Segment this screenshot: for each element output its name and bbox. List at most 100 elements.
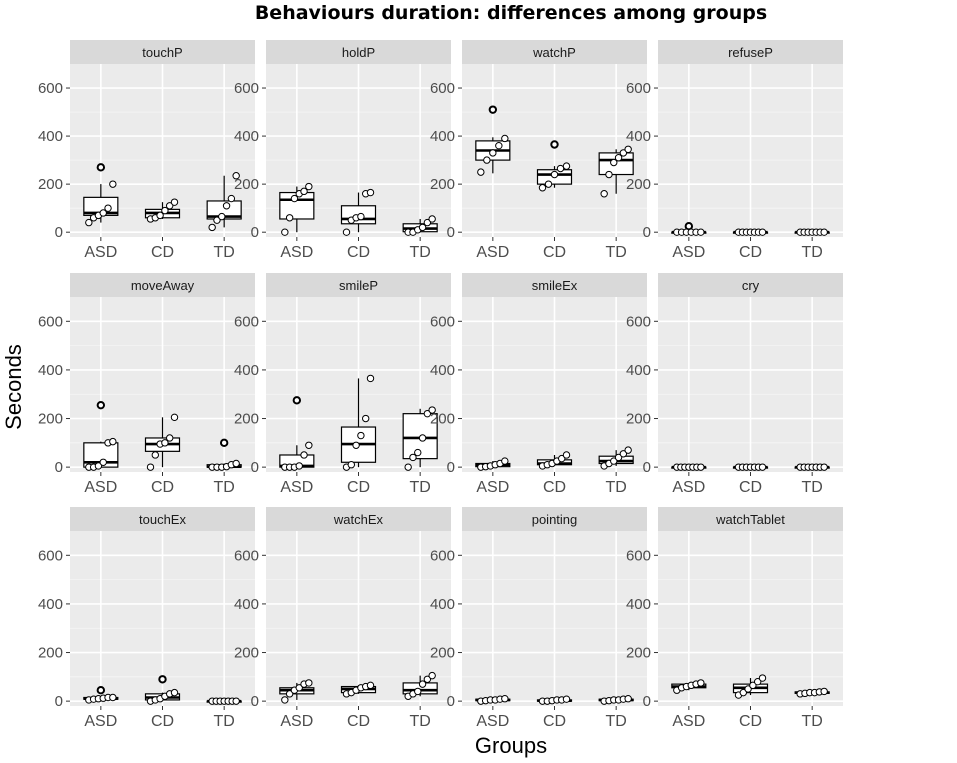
data-point — [614, 453, 623, 462]
x-tick-label: TD — [410, 244, 431, 261]
data-point — [227, 194, 236, 203]
outlier-point — [550, 140, 559, 149]
y-tick-label: 400 — [430, 596, 455, 613]
data-point — [305, 182, 313, 191]
y-tick-label: 400 — [38, 128, 63, 145]
facet-panel-smileP: smileP 0 200 400 600 ASD CD TD — [234, 273, 451, 496]
data-point — [556, 164, 565, 173]
y-tick-label: 400 — [38, 362, 63, 379]
data-point — [285, 214, 294, 222]
data-point — [222, 202, 231, 210]
y-tick-label: 400 — [234, 362, 259, 379]
data-point — [624, 446, 632, 454]
x-tick-label: CD — [739, 479, 762, 496]
data-point — [305, 441, 313, 449]
x-tick-label: TD — [802, 713, 823, 730]
x-tick-label: ASD — [672, 713, 705, 730]
facet-panel-watchEx: watchEx 0 200 400 600 ASD CD TD — [234, 507, 451, 730]
facet-strip-label: pointing — [532, 512, 578, 527]
boxplot-CD — [340, 681, 377, 698]
facet-strip-label: touchP — [142, 45, 182, 60]
x-tick-label: CD — [739, 244, 762, 261]
x-tick-label: TD — [606, 244, 627, 261]
facet-strip-label: holdP — [342, 45, 375, 60]
data-point — [104, 204, 112, 212]
y-tick-label: 600 — [430, 80, 455, 97]
facet-strip-label: refuseP — [728, 45, 773, 60]
data-point — [218, 212, 226, 221]
data-point — [550, 170, 559, 179]
y-tick-label: 600 — [38, 80, 63, 97]
facet-panel-cry: cry 0 200 400 600 ASD CD TD — [626, 273, 843, 496]
boxplot-ASD — [83, 686, 119, 704]
y-tick-label: 400 — [234, 596, 259, 613]
data-point — [352, 441, 360, 449]
x-tick-label: CD — [543, 713, 566, 730]
boxplot-ASD — [671, 463, 707, 471]
y-tick-label: 200 — [38, 645, 63, 662]
x-tick-label: CD — [347, 244, 370, 261]
data-point — [600, 190, 608, 198]
data-point — [357, 212, 365, 221]
x-tick-label: ASD — [476, 244, 509, 261]
y-tick-label: 400 — [430, 362, 455, 379]
y-tick-label: 200 — [430, 411, 455, 428]
data-point — [300, 451, 308, 459]
data-point — [146, 463, 155, 471]
x-tick-label: ASD — [672, 479, 705, 496]
data-point — [624, 695, 632, 703]
y-tick-label: 0 — [643, 693, 651, 710]
y-tick-label: 200 — [234, 176, 259, 193]
data-point — [208, 223, 216, 232]
data-point — [428, 406, 436, 414]
data-point — [166, 434, 174, 442]
x-tick-label: CD — [151, 479, 174, 496]
y-tick-label: 0 — [643, 224, 651, 241]
data-point — [170, 413, 179, 422]
facet-panel-watchTablet: watchTablet 0 200 400 600 ASD CD TD — [626, 507, 843, 730]
boxplot-ASD — [475, 105, 511, 176]
data-point — [605, 170, 613, 179]
y-tick-label: 200 — [626, 645, 651, 662]
data-point — [495, 141, 503, 150]
data-point — [418, 434, 427, 442]
boxplot-TD — [206, 172, 242, 232]
boxplot-ASD — [279, 396, 315, 471]
data-point — [820, 463, 828, 471]
y-tick-label: 0 — [55, 693, 63, 710]
data-point — [423, 675, 432, 683]
data-point — [820, 687, 828, 696]
data-point — [749, 681, 757, 690]
x-tick-label: TD — [410, 479, 431, 496]
y-tick-label: 200 — [234, 645, 259, 662]
y-tick-label: 200 — [430, 645, 455, 662]
facet-strip-label: smileEx — [532, 278, 578, 293]
y-tick-label: 600 — [234, 80, 259, 97]
x-tick-label: TD — [214, 713, 235, 730]
data-point — [562, 695, 571, 703]
boxplot-CD — [536, 695, 573, 705]
data-point — [538, 184, 547, 192]
boxplot-ASD — [83, 163, 119, 227]
boxplot-CD — [144, 198, 181, 223]
data-point — [166, 202, 174, 210]
data-point — [418, 223, 427, 232]
y-tick-label: 400 — [626, 362, 651, 379]
data-point — [489, 149, 497, 157]
facet-strip — [70, 507, 255, 531]
y-tick-label: 0 — [251, 459, 259, 476]
facet-strip — [658, 507, 843, 531]
data-point — [357, 431, 365, 440]
y-tick-label: 200 — [626, 176, 651, 193]
data-point — [99, 209, 107, 217]
outlier-point — [96, 400, 106, 410]
data-point — [562, 451, 571, 459]
boxplot-CD — [340, 374, 377, 471]
boxplot-CD — [340, 188, 377, 236]
data-point — [404, 463, 412, 471]
data-point — [300, 187, 308, 196]
data-point — [366, 188, 375, 197]
data-point — [418, 680, 427, 688]
y-tick-label: 0 — [55, 224, 63, 241]
data-point — [428, 671, 436, 680]
